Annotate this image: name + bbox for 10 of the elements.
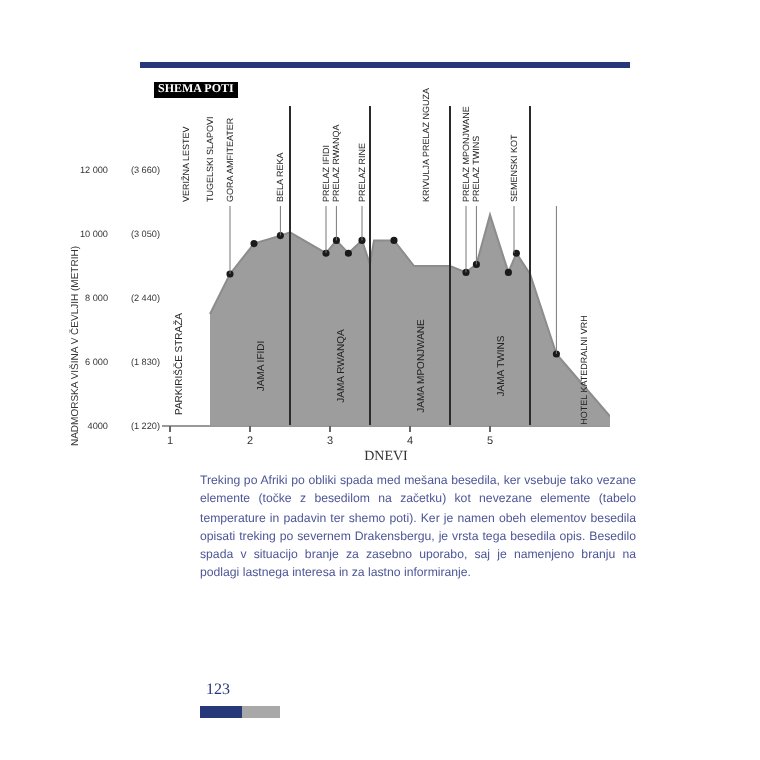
point [276,232,284,240]
point [472,260,480,268]
point [512,249,520,257]
point [344,249,352,257]
point [332,236,340,244]
text: 123 [206,680,230,698]
point [250,240,258,248]
point [552,350,560,358]
point [390,236,398,244]
point [504,268,512,276]
